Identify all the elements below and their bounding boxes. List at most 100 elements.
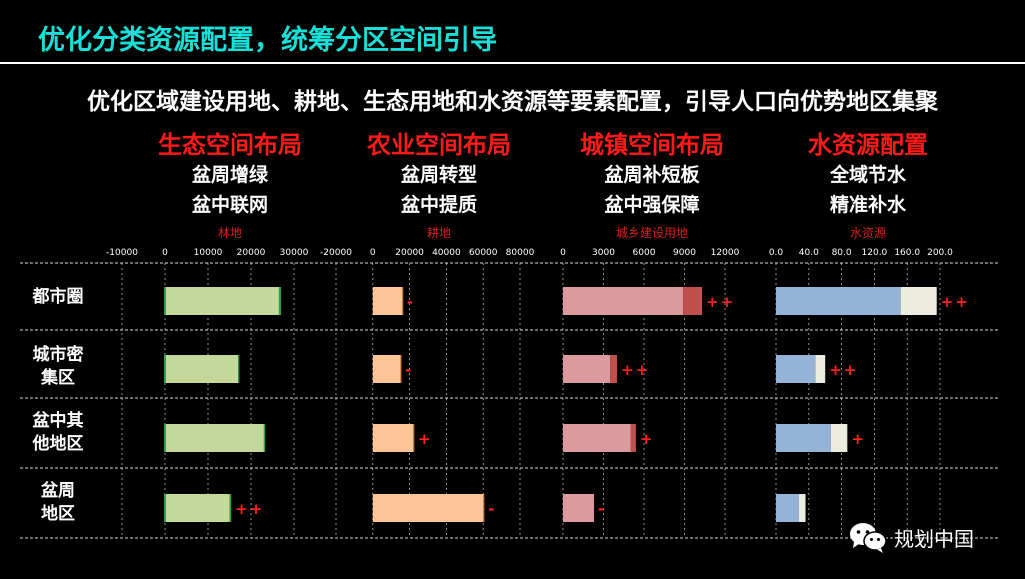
tick-label: 120.0: [862, 248, 888, 258]
zero-marker: [164, 494, 166, 522]
bar-segment: [563, 287, 684, 315]
bar-segment: [413, 424, 415, 452]
tick-label: 40000: [432, 248, 461, 258]
bar-segment: [610, 355, 617, 383]
column-line: 盆中联网: [191, 194, 268, 216]
tick-label: 200.0: [927, 248, 953, 258]
row-label-line: 都市圈: [32, 287, 84, 307]
column-metric: 耕地: [426, 226, 451, 240]
column-title: 生态空间布局: [158, 131, 302, 159]
tick-label: -10000: [106, 248, 138, 258]
bar-segment: [798, 494, 806, 522]
bar-segment: [402, 287, 404, 315]
wechat-icon: [850, 523, 887, 553]
change-annotation: -: [598, 500, 606, 518]
page-subtitle: 优化区域建设用地、耕地、生态用地和水资源等要素配置，引导人口向优势地区集聚: [87, 89, 938, 115]
bar-segment: [229, 494, 232, 522]
column-line: 盆周增绿: [191, 164, 268, 186]
bar-segment: [372, 494, 484, 522]
logo: 规划中国: [848, 520, 974, 554]
row-label-line: 盆周: [41, 481, 75, 501]
change-annotation: +: [418, 430, 433, 448]
bar-segment: [483, 494, 485, 522]
bar-segment: [830, 424, 848, 452]
change-annotation: -: [488, 500, 496, 518]
bar-segment: [400, 355, 402, 383]
bar-segment: [563, 494, 595, 522]
tick-label: 60000: [469, 248, 498, 258]
bar-segment: [563, 424, 631, 452]
bar-segment: [263, 424, 266, 452]
change-annotation: +: [640, 430, 655, 448]
row-label-line: 他地区: [32, 434, 84, 454]
column-metric: 水资源: [849, 226, 886, 240]
column-line: 盆周补短板: [604, 164, 700, 186]
tick-label: 12000: [711, 248, 740, 258]
bar-segment: [630, 424, 636, 452]
tick-label: 3000: [592, 248, 615, 258]
column-header-water: 水资源配置 全域节水 精准补水 水资源: [753, 130, 983, 244]
column-title: 城镇空间布局: [580, 131, 724, 159]
bar-segment: [900, 287, 937, 315]
tick-label: 0: [162, 248, 168, 258]
bar-segment: [563, 355, 611, 383]
zero-marker: [164, 355, 166, 383]
tick-label: 30000: [280, 248, 309, 258]
column-metric: 林地: [217, 226, 242, 240]
bar-segment: [165, 494, 230, 522]
tick-label: 20000: [237, 248, 266, 258]
change-annotation: -: [407, 293, 415, 311]
tick-label: 0: [370, 248, 376, 258]
page-title: 优化分类资源配置，统筹分区空间引导: [38, 25, 497, 56]
bar-segment: [776, 424, 831, 452]
bar-segment: [238, 355, 240, 383]
tick-label: 10000: [194, 248, 223, 258]
change-annotation: ++: [829, 361, 858, 379]
bar-segment: [815, 355, 826, 383]
tick-label: 9000: [673, 248, 696, 258]
column-header-ecology: 生态空间布局 盆周增绿 盆中联网 林地: [115, 130, 345, 244]
row-label-metro: 都市圈: [18, 286, 98, 309]
tick-label: 0: [560, 248, 566, 258]
row-label-periphery: 盆周 地区: [18, 480, 98, 526]
column-line: 盆中强保障: [604, 194, 700, 216]
zero-marker: [164, 424, 166, 452]
bar-segment: [372, 287, 403, 315]
title-divider: [0, 62, 1025, 64]
row-label-line: 集区: [41, 368, 75, 388]
logo-text: 规划中国: [894, 526, 974, 551]
bar-segment: [165, 355, 239, 383]
row-label-line: 盆中其: [32, 411, 84, 431]
bar-segment: [776, 355, 816, 383]
bar-segment: [372, 424, 414, 452]
row-label-line: 城市密: [32, 345, 84, 365]
change-annotation: ++: [941, 293, 970, 311]
bar-segment: [165, 424, 264, 452]
column-metric: 城乡建设用地: [615, 226, 688, 240]
tick-label: 0.0: [769, 248, 784, 258]
column-line: 盆中提质: [400, 194, 477, 216]
column-title: 农业空间布局: [367, 131, 511, 159]
tick-label: 160.0: [894, 248, 920, 258]
bar-segment: [776, 287, 901, 315]
column-header-urban: 城镇空间布局 盆周补短板 盆中强保障 城乡建设用地: [537, 130, 767, 244]
zero-marker: [164, 287, 166, 315]
column-line: 全域节水: [829, 164, 906, 186]
row-label-line: 地区: [41, 504, 75, 524]
change-annotation: +: [851, 430, 866, 448]
change-annotation: ++: [235, 500, 264, 518]
bar-segment: [278, 287, 282, 315]
bar-segment: [776, 494, 799, 522]
tick-label: -20000: [320, 248, 352, 258]
column-line: 精准补水: [829, 194, 906, 216]
row-label-other: 盆中其 他地区: [18, 410, 98, 456]
tick-label: 80000: [506, 248, 535, 258]
tick-label: 80.0: [832, 248, 852, 258]
column-header-agriculture: 农业空间布局 盆周转型 盆中提质 耕地: [324, 130, 554, 244]
change-annotation: -: [405, 361, 413, 379]
bar-segment: [165, 287, 279, 315]
tick-label: 40.0: [799, 248, 819, 258]
bar-segment: [372, 355, 401, 383]
bar-segment: [683, 287, 703, 315]
